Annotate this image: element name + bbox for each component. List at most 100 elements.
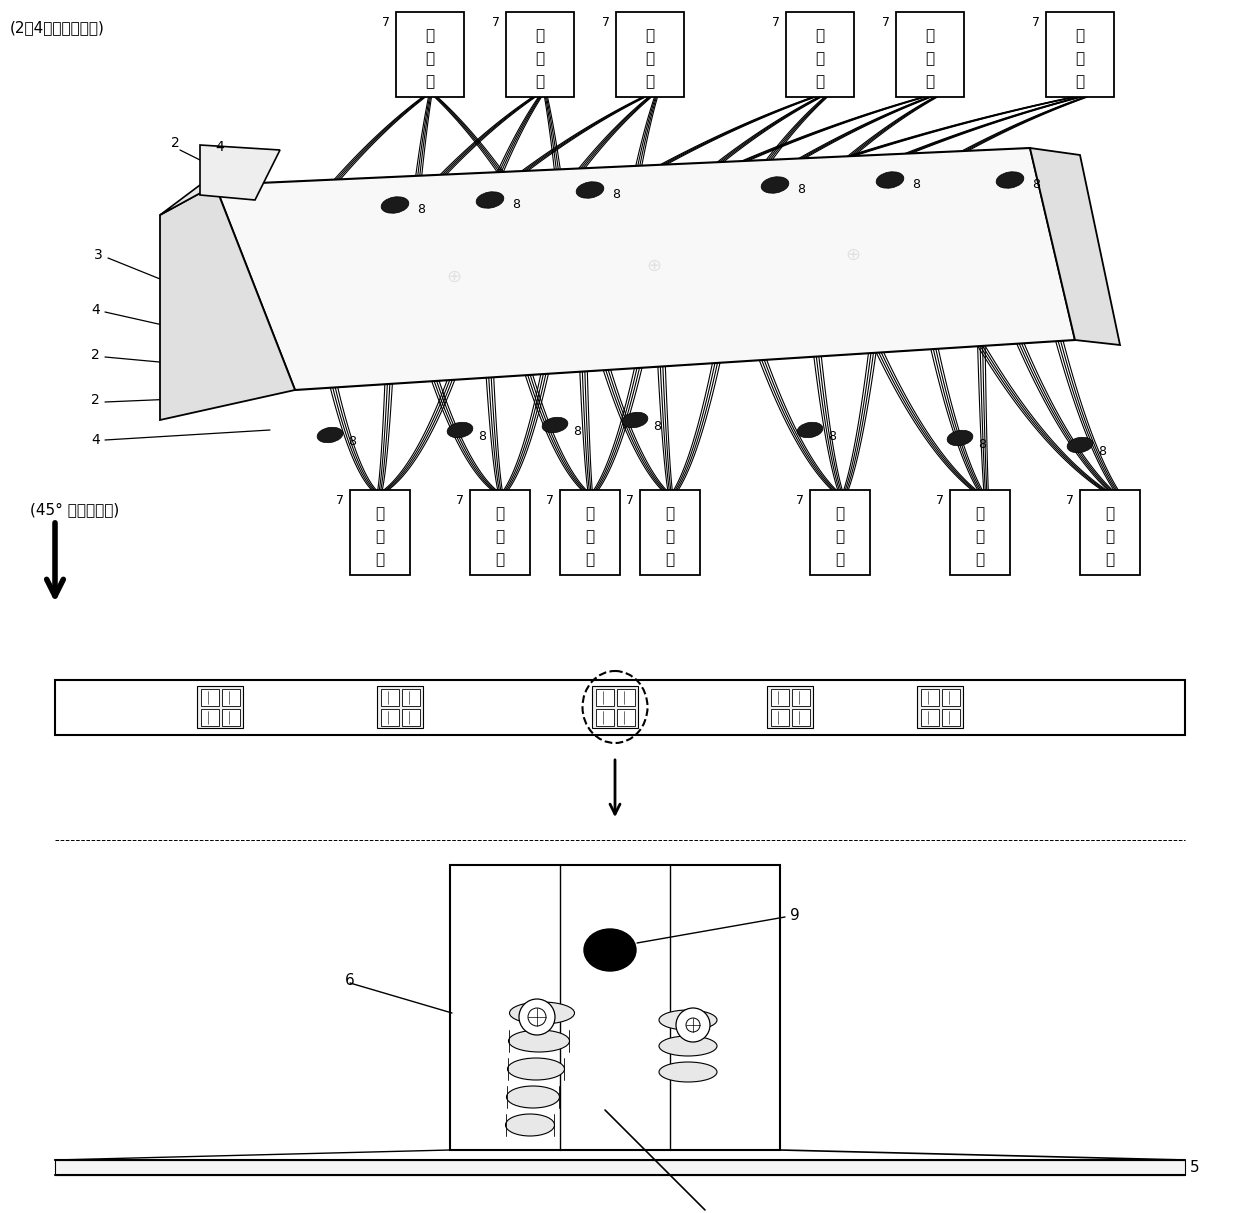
Bar [771,710,789,727]
Text: 筱: 筱 [376,552,384,568]
Text: 制: 制 [816,51,825,67]
Text: 8: 8 [1097,444,1106,457]
Text: 筱: 筱 [816,74,825,90]
Bar [450,865,780,1150]
Ellipse shape [508,1030,569,1052]
Text: 控: 控 [1075,28,1085,44]
Bar [381,689,399,706]
Ellipse shape [877,172,904,188]
Text: 控: 控 [976,506,985,522]
Text: 7: 7 [546,494,554,507]
Text: 7: 7 [1066,494,1074,507]
Text: 控: 控 [816,28,825,44]
Bar [950,490,1011,575]
Text: 控: 控 [836,506,844,522]
Text: 8: 8 [828,429,836,443]
Text: 控: 控 [376,506,384,522]
Text: 制: 制 [1075,51,1085,67]
Text: 控: 控 [646,28,655,44]
Text: 控: 控 [536,28,544,44]
Bar [771,689,789,706]
Text: 制: 制 [925,51,935,67]
Bar [560,490,620,575]
Circle shape [686,1018,701,1032]
Text: 控: 控 [1105,506,1115,522]
Bar [1047,12,1114,97]
Bar [377,687,423,728]
Bar [1080,490,1140,575]
Text: 制: 制 [425,51,434,67]
Polygon shape [160,155,255,215]
Bar [222,710,241,727]
Ellipse shape [947,431,973,445]
Text: 7: 7 [796,494,804,507]
Text: 制: 制 [836,529,844,545]
Text: 6: 6 [345,973,355,987]
Ellipse shape [476,192,503,209]
Text: 4: 4 [92,433,100,448]
Bar [506,12,574,97]
Bar [222,689,241,706]
Text: 8: 8 [653,420,661,433]
Bar [942,689,960,706]
Bar [618,689,635,706]
Bar [381,710,399,727]
Ellipse shape [658,1036,717,1057]
Bar [596,689,614,706]
Bar [810,490,870,575]
Text: 制: 制 [536,51,544,67]
Ellipse shape [381,197,409,213]
Text: 7: 7 [601,16,610,29]
Text: 筱: 筱 [1105,552,1115,568]
Ellipse shape [542,417,568,433]
Ellipse shape [506,1114,554,1137]
Text: 7: 7 [936,494,944,507]
Text: 筱: 筱 [666,552,675,568]
Circle shape [520,1000,556,1035]
Text: 制: 制 [1105,529,1115,545]
Text: 7: 7 [456,494,464,507]
Text: 筱: 筱 [646,74,655,90]
Bar [792,689,810,706]
Text: 7: 7 [626,494,634,507]
Text: 筱: 筱 [496,552,505,568]
Text: 7: 7 [382,16,391,29]
Text: 7: 7 [773,16,780,29]
Bar [596,710,614,727]
Text: 8: 8 [417,203,425,216]
Text: ⊕: ⊕ [846,246,861,264]
Text: 7: 7 [1032,16,1040,29]
Ellipse shape [507,1058,564,1080]
Text: 筱: 筱 [536,74,544,90]
Ellipse shape [761,177,789,193]
Bar [197,687,243,728]
Text: 8: 8 [978,438,986,450]
Ellipse shape [506,1086,559,1107]
Circle shape [676,1008,711,1042]
Text: ⊕: ⊕ [446,268,463,285]
Bar [402,689,420,706]
Text: 筱: 筱 [976,552,985,568]
Bar [921,689,939,706]
Bar [897,12,963,97]
Text: 控: 控 [666,506,675,522]
Text: 2: 2 [92,393,100,408]
Bar [616,12,684,97]
Text: 控: 控 [496,506,505,522]
Text: ⊕: ⊕ [646,257,661,275]
Ellipse shape [1068,437,1092,452]
Bar [591,687,639,728]
Text: 制: 制 [496,529,505,545]
Bar [768,687,813,728]
Text: 控: 控 [585,506,594,522]
Polygon shape [160,186,295,420]
Text: 制: 制 [646,51,655,67]
Bar [942,710,960,727]
Text: 7: 7 [882,16,890,29]
Ellipse shape [658,1063,717,1082]
Text: 筱: 筱 [1075,74,1085,90]
Bar [470,490,529,575]
Text: 7: 7 [336,494,343,507]
Bar [350,490,410,575]
Text: (45° 视角正视图): (45° 视角正视图) [30,502,119,518]
